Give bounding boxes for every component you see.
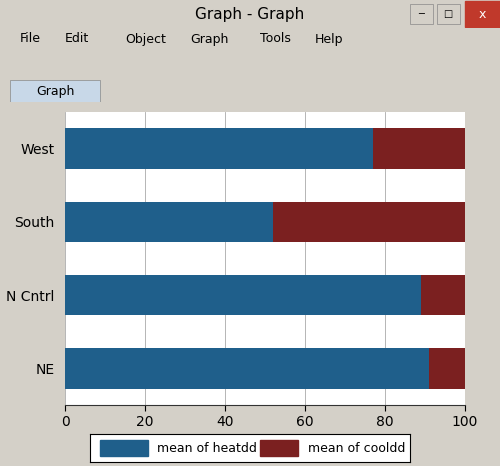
Bar [65, 129, 373, 169]
Bar [373, 129, 465, 169]
Text: Object: Object [125, 33, 166, 46]
Text: File: File [20, 33, 41, 46]
Bar [437, 4, 460, 24]
Bar [465, 1, 500, 27]
Text: Graph - Graph: Graph - Graph [196, 7, 304, 21]
Text: □: □ [444, 9, 452, 19]
Text: Help: Help [315, 33, 344, 46]
Bar [65, 275, 421, 315]
Bar [10, 80, 100, 102]
Bar [421, 275, 465, 315]
Bar [65, 348, 429, 389]
Bar [65, 202, 273, 242]
Text: Graph: Graph [36, 84, 74, 97]
Bar [429, 348, 465, 389]
Bar [100, 439, 148, 456]
Text: mean of heatdd: mean of heatdd [157, 441, 257, 454]
X-axis label: percent: percent [238, 435, 292, 449]
Bar [260, 439, 298, 456]
Bar [410, 4, 432, 24]
Text: x: x [479, 7, 486, 21]
Text: mean of cooldd: mean of cooldd [308, 441, 405, 454]
Text: ─: ─ [418, 9, 424, 19]
Text: Graph: Graph [190, 33, 228, 46]
Text: Edit: Edit [65, 33, 89, 46]
Text: Tools: Tools [260, 33, 291, 46]
Bar [273, 202, 465, 242]
